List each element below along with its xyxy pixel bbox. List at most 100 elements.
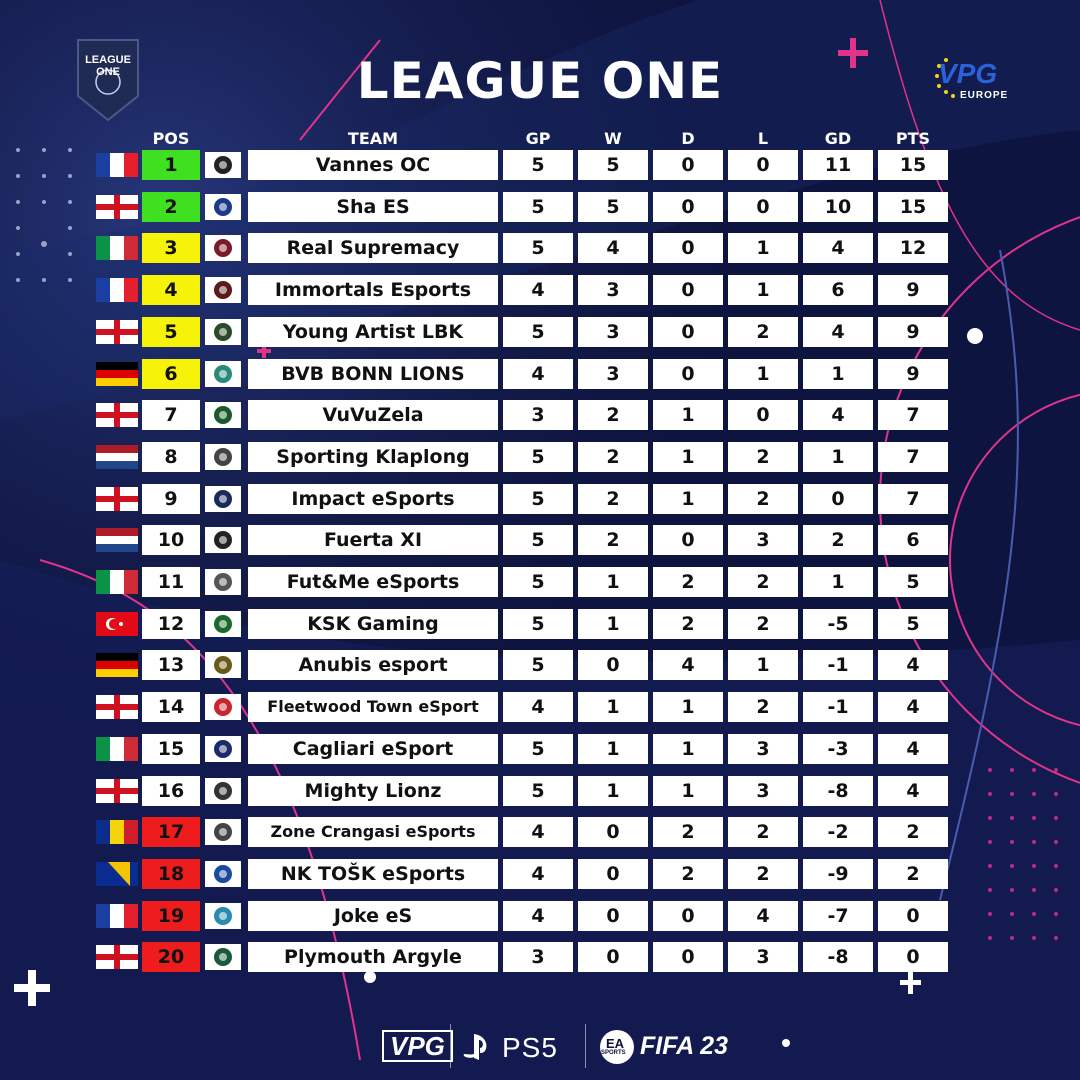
position-cell: 17 bbox=[142, 817, 200, 848]
gp-cell: 5 bbox=[503, 316, 573, 347]
pts-cell: 15 bbox=[878, 150, 948, 180]
l-cell: 2 bbox=[728, 817, 798, 848]
position-cell: 13 bbox=[142, 650, 200, 681]
team-crest-icon bbox=[205, 777, 241, 804]
table-row: 15 Cagliari eSport 5 1 1 3 -3 4 bbox=[0, 733, 1080, 764]
gp-cell: 5 bbox=[503, 733, 573, 764]
gp-cell: 5 bbox=[503, 483, 573, 514]
gp-cell: 5 bbox=[503, 775, 573, 806]
table-row: 2 Sha ES 5 5 0 0 10 15 bbox=[0, 191, 1080, 222]
table-row: 5 Young Artist LBK 5 3 0 2 4 9 bbox=[0, 316, 1080, 347]
pts-cell: 4 bbox=[878, 775, 948, 806]
team-crest-icon bbox=[205, 610, 241, 637]
table-row: 20 Plymouth Argyle 3 0 0 3 -8 0 bbox=[0, 942, 1080, 973]
team-name-cell: Sporting Klaplong bbox=[248, 441, 498, 472]
team-name-cell: Young Artist LBK bbox=[248, 316, 498, 347]
team-crest-icon bbox=[205, 860, 241, 887]
d-cell: 1 bbox=[653, 400, 723, 431]
table-row: 11 Fut&Me eSports 5 1 2 2 1 5 bbox=[0, 567, 1080, 597]
position-cell: 12 bbox=[142, 608, 200, 639]
w-cell: 2 bbox=[578, 400, 648, 431]
header-gd: GD bbox=[824, 129, 852, 148]
d-cell: 1 bbox=[653, 775, 723, 806]
pts-cell: 5 bbox=[878, 567, 948, 597]
position-cell: 8 bbox=[142, 441, 200, 472]
gd-cell: -7 bbox=[803, 900, 873, 931]
w-cell: 3 bbox=[578, 275, 648, 306]
table-row: 7 VuVuZela 3 2 1 0 4 7 bbox=[0, 400, 1080, 431]
d-cell: 4 bbox=[653, 650, 723, 681]
gd-cell: -8 bbox=[803, 775, 873, 806]
team-crest-icon bbox=[205, 694, 241, 721]
gp-cell: 5 bbox=[503, 650, 573, 681]
gd-cell: 6 bbox=[803, 275, 873, 306]
table-row: 9 Impact eSports 5 2 1 2 0 7 bbox=[0, 483, 1080, 514]
position-cell: 19 bbox=[142, 900, 200, 931]
pts-cell: 4 bbox=[878, 733, 948, 764]
w-cell: 0 bbox=[578, 858, 648, 889]
d-cell: 1 bbox=[653, 483, 723, 514]
team-name-cell: Zone Crangasi eSports bbox=[248, 817, 498, 848]
gd-cell: -1 bbox=[803, 692, 873, 723]
gd-cell: -8 bbox=[803, 942, 873, 973]
team-crest-icon bbox=[205, 193, 241, 220]
team-crest-icon bbox=[205, 152, 241, 178]
team-crest-icon bbox=[205, 735, 241, 762]
gp-cell: 4 bbox=[503, 358, 573, 389]
team-name-cell: Fleetwood Town eSport bbox=[248, 692, 498, 723]
w-cell: 2 bbox=[578, 483, 648, 514]
gd-cell: -3 bbox=[803, 733, 873, 764]
position-cell: 1 bbox=[142, 150, 200, 180]
gp-cell: 3 bbox=[503, 942, 573, 973]
team-crest-icon bbox=[205, 944, 241, 971]
gp-cell: 3 bbox=[503, 400, 573, 431]
l-cell: 0 bbox=[728, 191, 798, 222]
pts-cell: 9 bbox=[878, 358, 948, 389]
table-row: 1 Vannes OC 5 5 0 0 11 15 bbox=[0, 150, 1080, 180]
table-row: 19 Joke eS 4 0 0 4 -7 0 bbox=[0, 900, 1080, 931]
gd-cell: 11 bbox=[803, 150, 873, 180]
pts-cell: 7 bbox=[878, 441, 948, 472]
l-cell: 3 bbox=[728, 775, 798, 806]
table-row: 12 KSK Gaming 5 1 2 2 -5 5 bbox=[0, 608, 1080, 639]
w-cell: 1 bbox=[578, 775, 648, 806]
d-cell: 2 bbox=[653, 817, 723, 848]
pts-cell: 0 bbox=[878, 900, 948, 931]
country-flag-icon bbox=[96, 861, 138, 886]
l-cell: 2 bbox=[728, 858, 798, 889]
country-flag-icon bbox=[96, 945, 138, 970]
gd-cell: 1 bbox=[803, 358, 873, 389]
team-crest-icon bbox=[205, 902, 241, 929]
gd-cell: -1 bbox=[803, 650, 873, 681]
team-name-cell: Mighty Lionz bbox=[248, 775, 498, 806]
position-cell: 18 bbox=[142, 858, 200, 889]
pts-cell: 7 bbox=[878, 400, 948, 431]
header-team: TEAM bbox=[347, 129, 399, 148]
w-cell: 4 bbox=[578, 233, 648, 264]
team-crest-icon bbox=[205, 527, 241, 554]
country-flag-icon bbox=[96, 361, 138, 386]
country-flag-icon bbox=[96, 736, 138, 761]
d-cell: 2 bbox=[653, 567, 723, 597]
l-cell: 2 bbox=[728, 316, 798, 347]
l-cell: 2 bbox=[728, 483, 798, 514]
d-cell: 0 bbox=[653, 233, 723, 264]
table-row: 17 Zone Crangasi eSports 4 0 2 2 -2 2 bbox=[0, 817, 1080, 848]
team-name-cell: Anubis esport bbox=[248, 650, 498, 681]
badge-label: LEAGUE ONE bbox=[85, 54, 131, 78]
country-flag-icon bbox=[96, 903, 138, 928]
position-cell: 3 bbox=[142, 233, 200, 264]
d-cell: 0 bbox=[653, 358, 723, 389]
d-cell: 0 bbox=[653, 150, 723, 180]
country-flag-icon bbox=[96, 486, 138, 511]
table-row: 3 Real Supremacy 5 4 0 1 4 12 bbox=[0, 233, 1080, 264]
l-cell: 1 bbox=[728, 275, 798, 306]
w-cell: 5 bbox=[578, 191, 648, 222]
team-name-cell: Sha ES bbox=[248, 191, 498, 222]
position-cell: 14 bbox=[142, 692, 200, 723]
w-cell: 2 bbox=[578, 441, 648, 472]
gd-cell: 4 bbox=[803, 233, 873, 264]
pts-cell: 5 bbox=[878, 608, 948, 639]
position-cell: 16 bbox=[142, 775, 200, 806]
d-cell: 0 bbox=[653, 191, 723, 222]
